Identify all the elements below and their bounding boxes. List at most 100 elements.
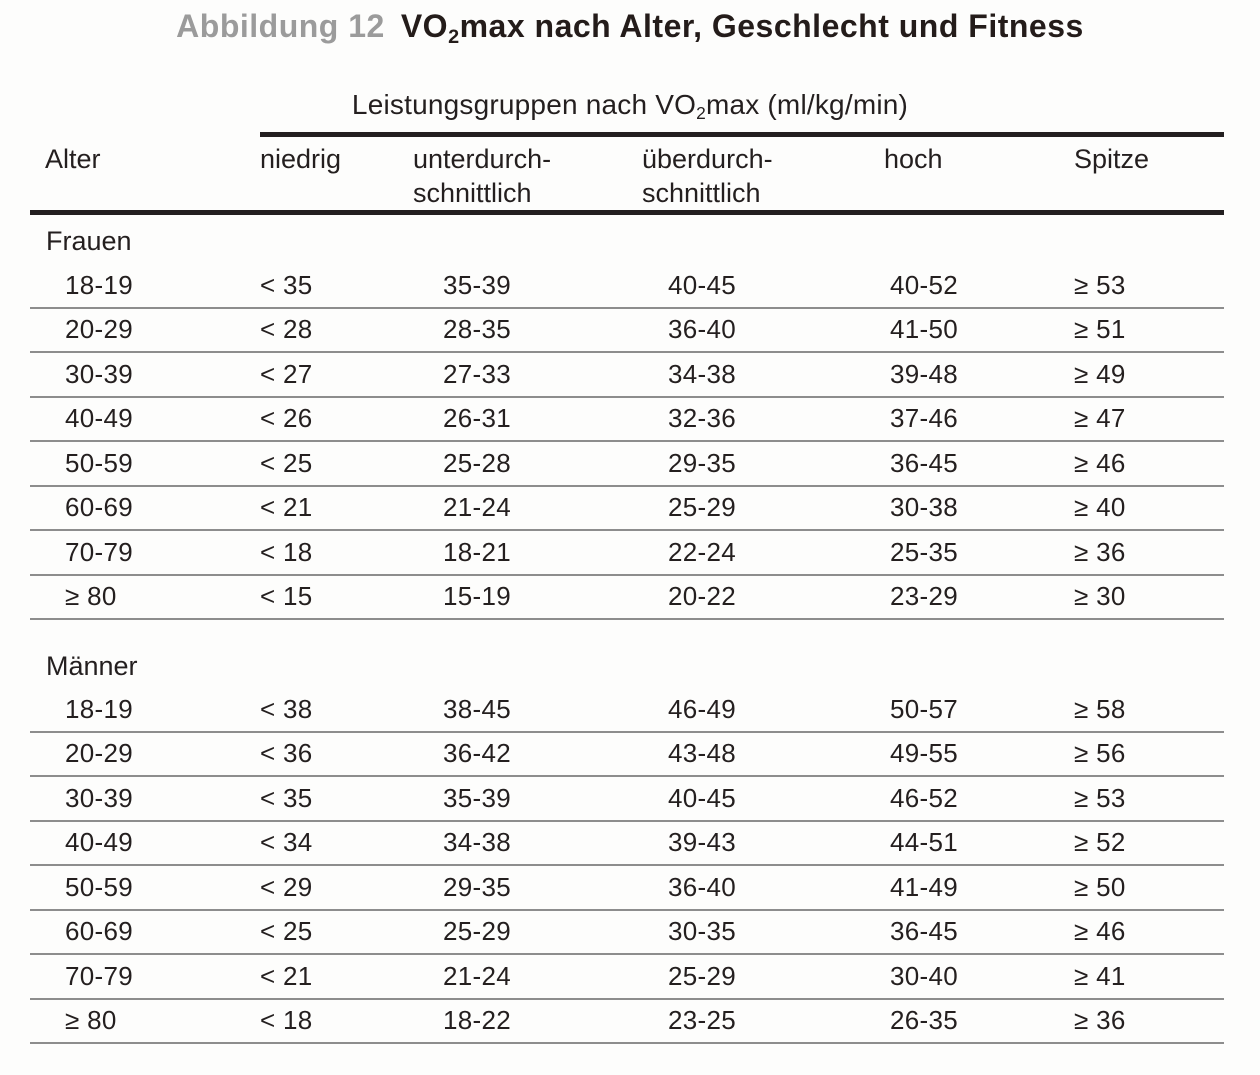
table-cell: 36-45: [890, 916, 958, 947]
age-cell: 18-19: [65, 693, 133, 724]
table-cell: 43-48: [668, 738, 736, 769]
table-cell: ≥ 56: [1074, 738, 1126, 769]
table-cell: 21-24: [443, 492, 511, 523]
table-cell: < 18: [260, 536, 313, 567]
section-label-frauen: Frauen: [46, 226, 132, 256]
column-header-line2: schnittlich: [642, 178, 761, 208]
table-cell: < 38: [260, 693, 313, 724]
column-header-niedrig: niedrig: [260, 132, 413, 210]
table-cell: ≥ 53: [1074, 269, 1126, 300]
column-header-ueberdurchschnittlich: überdurch- schnittlich: [642, 132, 884, 210]
age-cell: 20-29: [65, 738, 133, 769]
section-label-maenner: Männer: [46, 651, 138, 681]
age-cell: 30-39: [65, 782, 133, 813]
table-cell: ≥ 58: [1074, 693, 1126, 724]
table-cell: 30-40: [890, 960, 958, 991]
table-cell: 34-38: [668, 358, 736, 389]
table-row: ≥ 80 < 18 18-22 23-25 26-35 ≥ 36: [30, 1000, 1224, 1044]
column-group-header: Leistungsgruppen nach VO2max (ml/kg/min): [0, 89, 1260, 123]
table-cell: 34-38: [443, 827, 511, 858]
age-cell: 60-69: [65, 492, 133, 523]
table-cell: ≥ 41: [1074, 960, 1126, 991]
table-cell: 49-55: [890, 738, 958, 769]
figure-number-label: Abbildung 12: [176, 8, 385, 44]
table-cell: 36-40: [668, 871, 736, 902]
column-header-hoch: hoch: [884, 132, 1074, 210]
table-cell: 32-36: [668, 403, 736, 434]
table-cell: < 35: [260, 782, 313, 813]
age-cell: 40-49: [65, 827, 133, 858]
table-cell: ≥ 46: [1074, 447, 1126, 478]
column-header-line1: unterdurch-: [413, 144, 552, 174]
vo2max-table: Alter niedrig unterdurch- schnittlich üb…: [30, 132, 1224, 1044]
age-cell: 70-79: [65, 960, 133, 991]
table-cell: 25-29: [443, 916, 511, 947]
table-row: 40-49 < 26 26-31 32-36 37-46 ≥ 47: [30, 398, 1224, 442]
table-row: 50-59 < 25 25-28 29-35 36-45 ≥ 46: [30, 442, 1224, 487]
table-cell: 26-35: [890, 1005, 958, 1036]
table-cell: 46-49: [668, 693, 736, 724]
table-cell: ≥ 46: [1074, 916, 1126, 947]
figure-title: Abbildung 12 VO2max nach Alter, Geschlech…: [0, 8, 1260, 48]
column-header-unterdurchschnittlich: unterdurch- schnittlich: [413, 132, 642, 210]
table-cell: < 25: [260, 447, 313, 478]
group-header-subscript-2: 2: [696, 102, 706, 123]
age-cell: 20-29: [65, 314, 133, 345]
column-header-spitze: Spitze: [1074, 132, 1224, 210]
table-cell: < 26: [260, 403, 313, 434]
table-cell: < 28: [260, 314, 313, 345]
table-cell: < 36: [260, 738, 313, 769]
table-cell: 15-19: [443, 581, 511, 612]
age-cell: 40-49: [65, 403, 133, 434]
table-cell: 37-46: [890, 403, 958, 434]
table-cell: ≥ 30: [1074, 581, 1126, 612]
table-cell: < 29: [260, 871, 313, 902]
title-subscript-2: 2: [448, 25, 460, 48]
table-cell: 36-42: [443, 738, 511, 769]
table-cell: 25-29: [668, 960, 736, 991]
title-vo: VO: [400, 8, 449, 44]
age-cell: ≥ 80: [65, 581, 117, 612]
column-header-line1: hoch: [884, 144, 943, 174]
table-cell: ≥ 36: [1074, 536, 1126, 567]
column-header-line1: Alter: [45, 144, 101, 174]
table-cell: ≥ 53: [1074, 782, 1126, 813]
table-cell: < 35: [260, 269, 313, 300]
column-header-line1: überdurch-: [642, 144, 773, 174]
table-row: 30-39 < 27 27-33 34-38 39-48 ≥ 49: [30, 353, 1224, 398]
table-cell: 26-31: [443, 403, 511, 434]
table-cell: 25-35: [890, 536, 958, 567]
age-cell: 70-79: [65, 536, 133, 567]
table-cell: < 18: [260, 1005, 313, 1036]
table-cell: < 27: [260, 358, 313, 389]
table-cell: 18-21: [443, 536, 511, 567]
table-cell: 36-45: [890, 447, 958, 478]
table-cell: ≥ 49: [1074, 358, 1126, 389]
table-cell: ≥ 40: [1074, 492, 1126, 523]
table-row: 30-39 < 35 35-39 40-45 46-52 ≥ 53: [30, 777, 1224, 822]
table-cell: 29-35: [668, 447, 736, 478]
table-row: 60-69 < 25 25-29 30-35 36-45 ≥ 46: [30, 911, 1224, 955]
table-cell: 23-25: [668, 1005, 736, 1036]
table-cell: 18-22: [443, 1005, 511, 1036]
table-cell: 30-35: [668, 916, 736, 947]
table-row: 18-19 < 35 35-39 40-45 40-52 ≥ 53: [30, 264, 1224, 309]
table-cell: 36-40: [668, 314, 736, 345]
age-cell: 30-39: [65, 358, 133, 389]
table-header-row: Alter niedrig unterdurch- schnittlich üb…: [30, 132, 1224, 215]
table-cell: 35-39: [443, 782, 511, 813]
table-cell: 22-24: [668, 536, 736, 567]
table-cell: 20-22: [668, 581, 736, 612]
age-cell: 50-59: [65, 447, 133, 478]
section-row-maenner: Männer: [30, 620, 1224, 688]
table-cell: 40-45: [668, 782, 736, 813]
group-header-post: max (ml/kg/min): [705, 89, 909, 120]
age-cell: 18-19: [65, 269, 133, 300]
table-row: 70-79 < 18 18-21 22-24 25-35 ≥ 36: [30, 531, 1224, 576]
table-cell: 35-39: [443, 269, 511, 300]
title-rest: max nach Alter, Geschlecht und Fitness: [459, 8, 1084, 44]
table-cell: < 21: [260, 960, 313, 991]
table-cell: 40-52: [890, 269, 958, 300]
table-cell: 39-43: [668, 827, 736, 858]
table-row: 20-29 < 36 36-42 43-48 49-55 ≥ 56: [30, 733, 1224, 777]
